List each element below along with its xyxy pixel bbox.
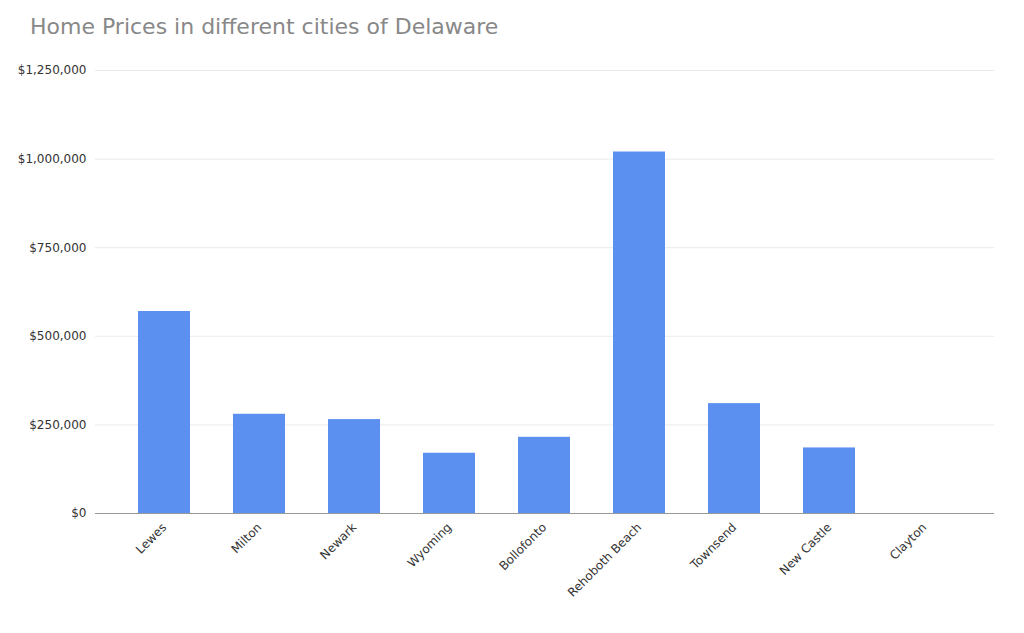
svg-text:$0: $0 (71, 506, 86, 520)
svg-text:Clayton: Clayton (887, 520, 929, 562)
svg-text:Bollofonto: Bollofonto (496, 520, 549, 573)
svg-text:Rehoboth Beach: Rehoboth Beach (565, 520, 644, 599)
html-text:Home Prices in different citie: Home Prices in different cities of Delaw… (30, 14, 499, 39)
svg-text:$500,000: $500,000 (29, 329, 86, 343)
svg-text:Newark: Newark (317, 520, 359, 562)
svg-text:$750,000: $750,000 (29, 241, 86, 255)
svg-text:New Castle: New Castle (777, 520, 835, 578)
svg-text:Townsend: Townsend (687, 520, 739, 572)
svg-text:$1,000,000: $1,000,000 (18, 152, 87, 166)
svg-text:$250,000: $250,000 (29, 418, 86, 432)
svg-text:Milton: Milton (228, 520, 264, 556)
svg-text:Wyoming: Wyoming (405, 520, 455, 570)
svg-text:Lewes: Lewes (133, 520, 169, 556)
svg-text:$1,250,000: $1,250,000 (18, 63, 87, 77)
